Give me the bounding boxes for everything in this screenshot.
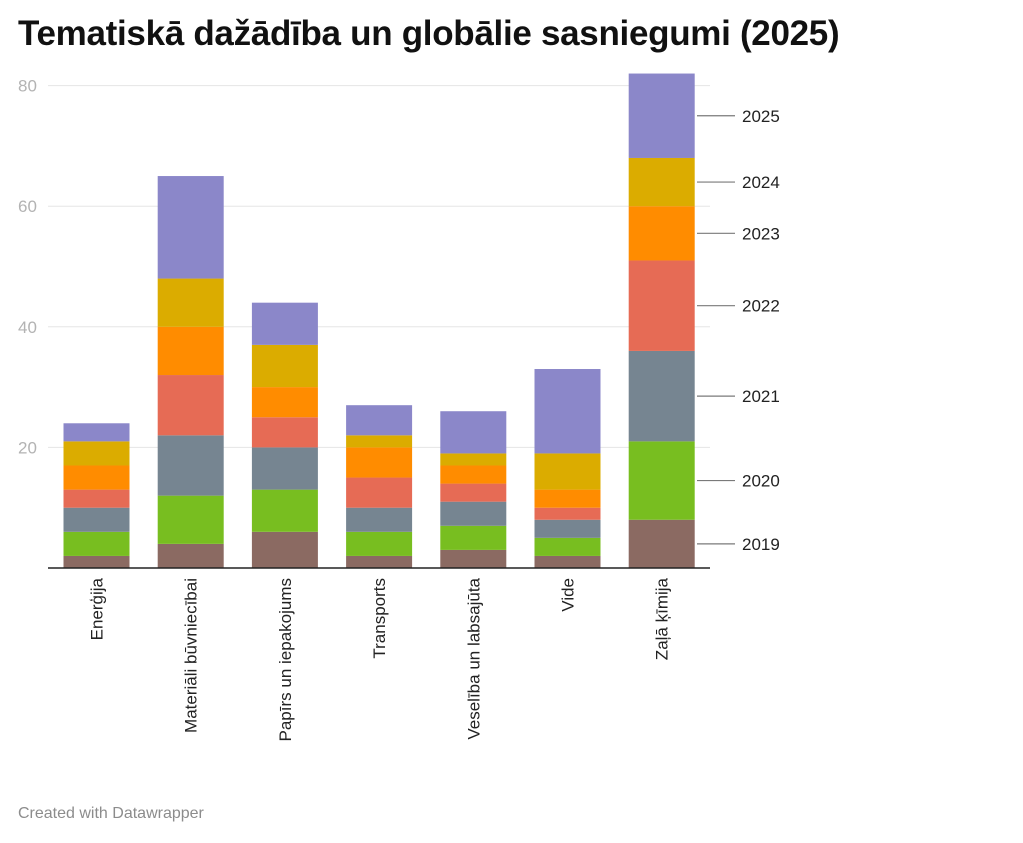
- bar-segment-2019: [440, 549, 507, 568]
- bar-segment-2022: [534, 507, 601, 520]
- bar-segment-2022: [346, 477, 413, 508]
- series-legend: 2019 2020 2021 2022 2023 2024 2025: [697, 107, 780, 554]
- category-label: Materiāli būvniecībai: [182, 578, 201, 733]
- category-label: Veselība un labsajūta: [464, 577, 483, 739]
- bar-segment-2025: [63, 423, 130, 442]
- bar-segment-2024: [63, 441, 130, 466]
- bar-segment-2022: [251, 417, 318, 448]
- bar-segment-2021: [534, 519, 601, 538]
- bar-segment-2025: [346, 405, 413, 436]
- bar-segment-2023: [157, 326, 224, 376]
- category-label: Papīrs un iepakojums: [276, 578, 295, 741]
- bar-segment-2023: [63, 465, 130, 490]
- bar-segment-2020: [534, 537, 601, 556]
- bar-segment-2021: [440, 501, 507, 526]
- bar-segment-2023: [346, 447, 413, 478]
- bar-segment-2019: [346, 555, 413, 568]
- legend-label-2022: 2022: [742, 297, 780, 316]
- category-labels: Enerģija Materiāli būvniecībai Papīrs un i…: [88, 577, 672, 741]
- bar-stacks: [63, 73, 695, 568]
- bar-segment-2022: [440, 483, 507, 502]
- y-axis-ticks: 20 40 60 80: [18, 77, 37, 458]
- bar-segment-2019: [251, 531, 318, 568]
- bar-segment-2019: [534, 555, 601, 568]
- legend-label-2020: 2020: [742, 472, 780, 491]
- bar-segment-2020: [346, 531, 413, 556]
- bar-segment-2025: [628, 73, 695, 158]
- bar-segment-2020: [440, 525, 507, 550]
- bar-segment-2023: [440, 465, 507, 484]
- chart-title: Tematiskā dažādība un globālie sasniegum…: [18, 14, 840, 53]
- bar-segment-2020: [157, 495, 224, 544]
- bar-segment-2023: [534, 489, 601, 508]
- stacked-bar-chart: 20 40 60 80 Enerģija Materiāli būvniecībai Pa…: [18, 73, 780, 741]
- category-label: Transports: [370, 578, 389, 659]
- bar-segment-2020: [251, 489, 318, 532]
- legend-label-2023: 2023: [742, 224, 780, 243]
- bar-segment-2025: [534, 369, 601, 454]
- bar-segment-2025: [440, 411, 507, 454]
- bar-segment-2021: [628, 350, 695, 442]
- bar-segment-2019: [157, 543, 224, 568]
- bar-segment-2021: [346, 507, 413, 532]
- bar-segment-2024: [440, 453, 507, 466]
- bar-segment-2025: [251, 302, 318, 345]
- legend-label-2025: 2025: [742, 107, 780, 126]
- bar-segment-2025: [157, 176, 224, 279]
- legend-label-2019: 2019: [742, 535, 780, 554]
- bar-segment-2022: [63, 489, 130, 508]
- category-label: Zaļā ķīmija: [653, 577, 672, 660]
- bar-segment-2019: [628, 519, 695, 568]
- bar-segment-2024: [157, 278, 224, 327]
- bar-segment-2024: [251, 344, 318, 388]
- bar-segment-2023: [251, 387, 318, 418]
- bar-segment-2020: [63, 531, 130, 556]
- bar-segment-2021: [157, 435, 224, 496]
- y-tick-label: 60: [18, 197, 37, 216]
- legend-label-2021: 2021: [742, 387, 780, 406]
- bar-segment-2020: [628, 441, 695, 520]
- category-label: Vide: [559, 578, 578, 612]
- gridlines: [48, 85, 710, 448]
- category-label: Enerģija: [88, 577, 107, 640]
- bar-segment-2022: [628, 260, 695, 351]
- bar-segment-2021: [63, 507, 130, 532]
- bar-segment-2019: [63, 555, 130, 568]
- y-tick-label: 80: [18, 77, 37, 96]
- bar-segment-2022: [157, 375, 224, 436]
- y-tick-label: 20: [18, 438, 37, 457]
- y-tick-label: 40: [18, 318, 37, 337]
- bar-segment-2024: [346, 435, 413, 448]
- bar-segment-2023: [628, 206, 695, 261]
- footer-credit: Created with Datawrapper: [18, 805, 204, 822]
- legend-label-2024: 2024: [742, 173, 780, 192]
- bar-segment-2021: [251, 447, 318, 490]
- bar-segment-2024: [628, 157, 695, 207]
- bar-segment-2024: [534, 453, 601, 490]
